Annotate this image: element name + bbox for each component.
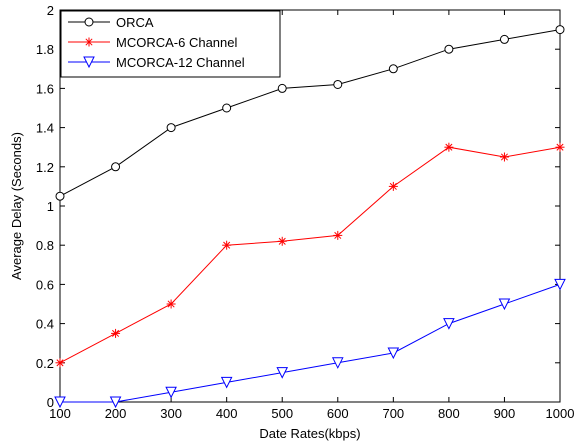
- data-point: [555, 142, 565, 152]
- y-tick-label: 1.4: [36, 121, 54, 136]
- data-point: [55, 358, 65, 368]
- data-point: [555, 25, 565, 35]
- data-point: [109, 396, 122, 409]
- x-tick-label: 800: [438, 406, 460, 421]
- y-tick-label: 0.4: [36, 317, 54, 332]
- legend-label: MCORCA-6 Channel: [116, 35, 237, 50]
- data-point: [111, 328, 121, 338]
- data-point: [55, 191, 65, 201]
- data-point: [444, 142, 454, 152]
- x-axis-title: Date Rates(kbps): [259, 426, 360, 441]
- series-mcorca-12-channel: [54, 278, 566, 409]
- data-point: [220, 376, 233, 389]
- y-axis-title: Average Delay (Seconds): [9, 132, 24, 280]
- data-point: [277, 83, 287, 93]
- x-tick-label: 1000: [546, 406, 574, 421]
- series-line: [59, 29, 561, 197]
- y-tick-label: 1.8: [36, 42, 54, 57]
- data-point: [166, 299, 176, 309]
- y-tick-label: 2: [47, 3, 54, 18]
- y-tick-label: 0.6: [36, 277, 54, 292]
- data-point: [443, 318, 455, 330]
- legend-label: MCORCA-12 Channel: [116, 55, 245, 70]
- data-point: [54, 396, 66, 409]
- y-tick-label: 1: [47, 199, 54, 214]
- data-point: [222, 103, 232, 113]
- x-tick-label: 200: [105, 406, 127, 421]
- legend-entry: MCORCA-12 Channel: [68, 55, 245, 70]
- y-tick-label: 1.6: [36, 81, 54, 96]
- y-tick-label: 0.2: [36, 356, 54, 371]
- y-tick-label: 0.8: [36, 238, 54, 253]
- x-tick-label: 700: [382, 406, 404, 421]
- data-point: [276, 367, 289, 379]
- legend-marker: [83, 56, 95, 69]
- data-point: [387, 347, 400, 360]
- x-tick-label: 600: [327, 406, 349, 421]
- y-tick-label: 1.2: [36, 160, 54, 175]
- data-point: [331, 357, 344, 369]
- legend-marker: [84, 37, 94, 47]
- legend-entry: ORCA: [68, 15, 154, 30]
- data-point: [444, 44, 454, 54]
- series-orca: [55, 25, 565, 201]
- data-point: [333, 230, 343, 240]
- data-point: [165, 386, 177, 399]
- data-point: [498, 298, 511, 311]
- legend-marker: [84, 17, 94, 27]
- data-point: [499, 152, 509, 162]
- series-line: [59, 146, 561, 364]
- x-tick-label: 100: [49, 406, 71, 421]
- series-line: [60, 283, 561, 403]
- data-point: [388, 64, 398, 74]
- axis-ticks: 100 200 300 400 500 600 700 800 900 1000 0 0.2 0.4 0.…: [36, 3, 574, 421]
- legend-label: ORCA: [116, 15, 154, 30]
- data-point: [277, 236, 287, 246]
- data-point: [222, 240, 232, 250]
- series-layer: [54, 25, 566, 409]
- series-mcorca-6-channel: [55, 142, 565, 368]
- data-point: [388, 181, 398, 191]
- data-point: [111, 162, 121, 172]
- data-point: [554, 278, 566, 291]
- x-tick-label: 500: [271, 406, 293, 421]
- x-tick-label: 300: [160, 406, 182, 421]
- data-point: [499, 34, 509, 44]
- data-point: [166, 123, 176, 133]
- y-tick-label: 0: [47, 395, 54, 410]
- data-point: [333, 79, 343, 89]
- x-tick-label: 400: [216, 406, 238, 421]
- legend: ORCA MCORCA-6 Channel MCORCA-12 Channel: [60, 10, 281, 78]
- x-tick-label: 900: [494, 406, 516, 421]
- legend-entry: MCORCA-6 Channel: [68, 35, 237, 50]
